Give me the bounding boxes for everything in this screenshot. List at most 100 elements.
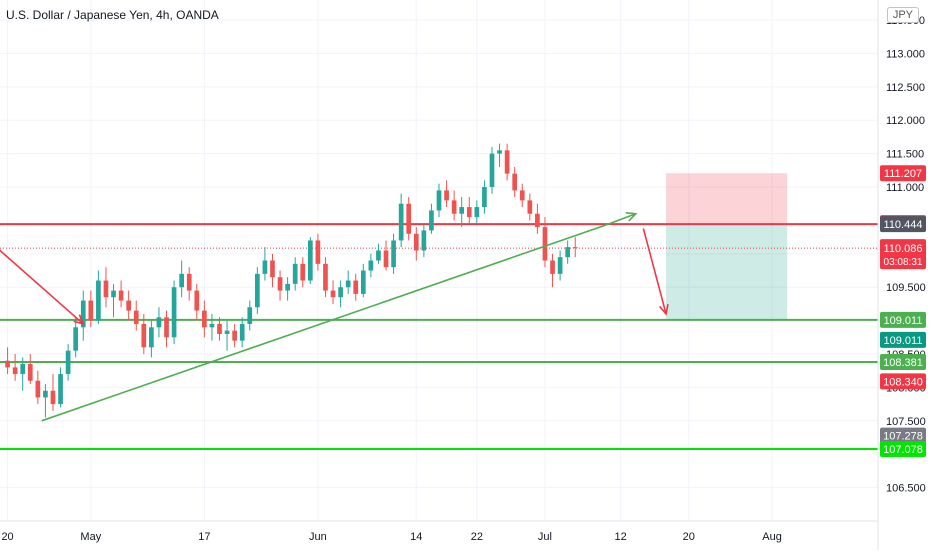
candle bbox=[550, 260, 555, 274]
candle bbox=[307, 240, 313, 281]
candle bbox=[262, 260, 268, 274]
price-tick-10: 113.000 bbox=[886, 48, 925, 60]
time-tick-3: Jun bbox=[309, 531, 327, 543]
candle bbox=[353, 280, 359, 294]
candle bbox=[27, 364, 33, 381]
time-tick-0: 20 bbox=[1, 531, 13, 543]
candle bbox=[330, 290, 336, 298]
candle bbox=[497, 150, 502, 154]
time-tick-5: 22 bbox=[471, 531, 483, 543]
candle bbox=[43, 390, 48, 398]
candle bbox=[338, 287, 343, 298]
candle bbox=[474, 207, 480, 218]
time-tick-8: 20 bbox=[683, 531, 695, 543]
candle bbox=[421, 230, 427, 251]
candle bbox=[565, 247, 571, 258]
candle bbox=[133, 310, 139, 324]
price-badge-label-7: 107.278 bbox=[883, 431, 923, 443]
candle bbox=[451, 200, 457, 214]
candle bbox=[444, 190, 449, 201]
candle bbox=[118, 290, 124, 301]
candle bbox=[323, 263, 328, 291]
candle bbox=[194, 290, 200, 311]
candle bbox=[50, 390, 56, 405]
stop-zone bbox=[666, 173, 788, 225]
candle bbox=[535, 213, 540, 228]
candle bbox=[391, 240, 396, 268]
time-tick-7: 12 bbox=[615, 531, 627, 543]
candle bbox=[186, 273, 192, 291]
candle bbox=[58, 374, 63, 405]
candle bbox=[35, 380, 41, 398]
candle bbox=[489, 153, 495, 188]
candle bbox=[292, 263, 298, 284]
arrow bbox=[605, 212, 637, 226]
candle bbox=[65, 350, 71, 375]
candle bbox=[209, 323, 215, 328]
price-tick-6: 111.000 bbox=[886, 182, 924, 194]
drawings bbox=[0, 212, 669, 422]
candle bbox=[277, 277, 283, 291]
candle bbox=[572, 247, 578, 249]
candle bbox=[164, 317, 169, 338]
price-badge-2 bbox=[880, 216, 926, 233]
price-tick-1: 107.500 bbox=[886, 416, 926, 428]
candle bbox=[383, 250, 389, 268]
price-badge-5 bbox=[880, 353, 926, 370]
candle bbox=[20, 364, 26, 375]
time-tick-2: 17 bbox=[198, 531, 210, 543]
candle bbox=[360, 270, 366, 294]
price-badges: 111.207110.459110.444109.011109.011108.3… bbox=[880, 165, 926, 457]
candle bbox=[103, 280, 109, 298]
price-badge-label-4: 109.011 bbox=[884, 335, 923, 347]
candle bbox=[247, 307, 253, 324]
candle bbox=[504, 150, 510, 174]
candle bbox=[239, 323, 245, 341]
price-badge-4 bbox=[880, 331, 926, 348]
candle bbox=[398, 203, 404, 241]
arrow-head bbox=[658, 303, 669, 316]
candle bbox=[436, 190, 442, 211]
price-badge-0 bbox=[880, 165, 926, 182]
arrow bbox=[642, 228, 667, 315]
time-tick-9: Aug bbox=[762, 531, 782, 543]
candle bbox=[527, 200, 533, 214]
candle bbox=[270, 260, 275, 278]
currency-button[interactable]: JPY bbox=[886, 7, 919, 23]
price-tick-7: 111.500 bbox=[886, 149, 924, 161]
price-tick-0: 106.500 bbox=[886, 483, 926, 495]
candle bbox=[141, 323, 147, 348]
price-tick-8: 112.000 bbox=[886, 115, 925, 127]
bar-countdown: 03:08:31 bbox=[884, 257, 923, 268]
candle bbox=[557, 257, 563, 274]
candle bbox=[466, 207, 472, 218]
candle bbox=[232, 330, 237, 341]
candle bbox=[88, 300, 94, 321]
price-tick-4: 109.500 bbox=[886, 282, 926, 294]
candle bbox=[202, 310, 207, 328]
short-position-tool bbox=[666, 173, 788, 320]
price-badge-6 bbox=[880, 373, 926, 390]
candle bbox=[459, 207, 465, 214]
arrow-head bbox=[73, 314, 85, 326]
candle bbox=[80, 300, 86, 328]
candle bbox=[12, 367, 18, 375]
time-tick-4: 14 bbox=[410, 531, 422, 543]
price-badge-label-2: 110.444 bbox=[884, 219, 923, 231]
price-badge-3 bbox=[880, 311, 926, 328]
candle bbox=[224, 330, 230, 334]
last-price-value: 110.086 bbox=[884, 243, 923, 255]
candle bbox=[368, 260, 374, 271]
candle bbox=[171, 287, 177, 338]
candle bbox=[345, 280, 351, 288]
price-badge-7 bbox=[880, 427, 926, 444]
time-tick-1: May bbox=[80, 531, 101, 543]
candle bbox=[254, 273, 260, 308]
candle bbox=[300, 263, 306, 281]
candle bbox=[285, 283, 290, 291]
candles bbox=[5, 143, 578, 418]
arrow-head bbox=[625, 212, 638, 222]
candle bbox=[5, 360, 10, 368]
candle bbox=[315, 240, 321, 264]
